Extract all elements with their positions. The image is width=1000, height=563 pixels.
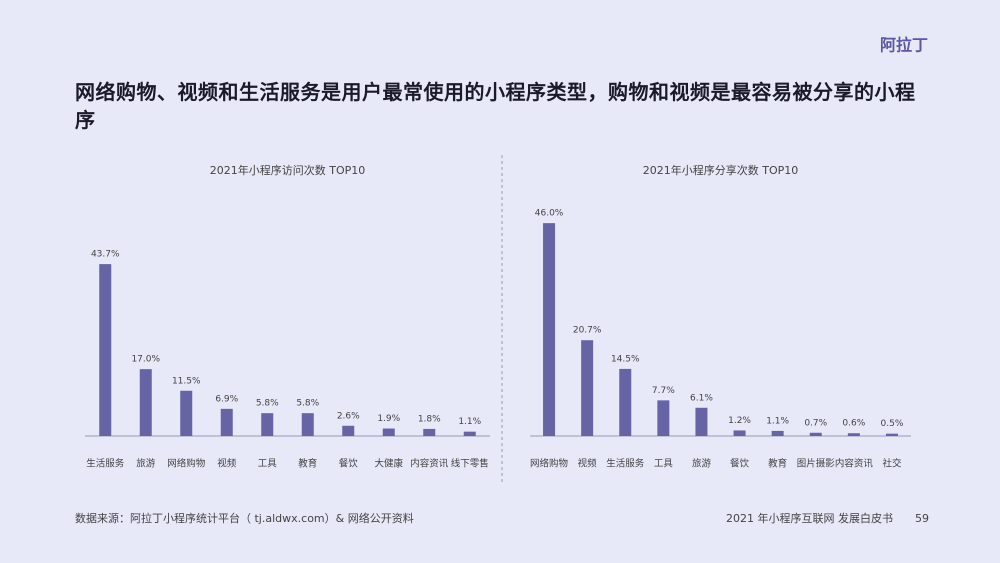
value-label: 6.9% [215,394,238,404]
x-tick-label: 餐饮 [339,458,359,470]
value-label: 1.2% [728,416,751,426]
value-label: 2.6% [337,411,360,421]
bar [543,223,556,436]
source: 数据来源：阿拉丁小程序统计平台（ tj.aldwx.com）& 网络公开资料 [75,511,414,525]
value-label: 11.5% [172,376,201,386]
bar [657,400,670,436]
value-label: 1.1% [458,417,481,427]
value-label: 1.1% [766,416,789,426]
bar [423,428,436,436]
x-tick-label: 旅游 [692,458,712,470]
x-tick-label: 内容资讯 [410,458,449,470]
x-tick-label: 旅游 [136,458,156,470]
value-label: 14.5% [611,354,640,364]
bar [885,433,898,436]
bar [733,430,746,436]
value-label: 20.7% [573,326,602,336]
value-label: 0.7% [804,418,827,428]
value-label: 0.5% [881,419,904,429]
x-tick-label: 生活服务 [86,458,125,470]
x-tick-label: 教育 [768,458,787,470]
bar [695,407,708,436]
bar [220,408,233,436]
value-label: 7.7% [652,386,675,396]
bar [847,433,860,436]
page-number: 59 [915,512,929,525]
value-label: 43.7% [91,250,120,260]
value-label: 5.8% [296,399,319,409]
chart-title: 2021年小程序访问次数 TOP10 [210,163,366,177]
logo: 阿拉丁 [880,36,928,55]
value-label: 0.6% [842,419,865,429]
bar [771,430,784,436]
bar [99,264,112,436]
x-tick-label: 网络购物 [530,458,569,470]
value-label: 1.8% [418,414,441,424]
value-label: 6.1% [690,393,713,403]
x-tick-label: 工具 [258,459,278,470]
footer: 2021 年小程序互联网 发展白皮书 [726,511,893,525]
x-tick-label: 社交 [882,458,902,470]
bar [581,340,594,436]
page-title: 网络购物、视频和生活服务是用户最常使用的小程序类型，购物和视频是最容易被分享的小… [75,80,916,132]
x-tick-label: 网络购物 [167,458,206,470]
bar [261,413,274,436]
value-label: 5.8% [256,399,279,409]
bar [342,425,355,436]
bar [809,432,822,436]
x-tick-label: 内容资讯 [835,458,874,470]
bar [463,431,476,436]
x-tick-label: 视频 [578,458,598,470]
bar [619,368,632,436]
value-label: 1.9% [377,414,400,424]
bar [301,413,314,436]
x-tick-label: 图片摄影 [797,458,836,470]
bar [139,369,152,436]
value-label: 17.0% [131,355,160,365]
x-tick-label: 餐饮 [730,458,750,470]
value-label: 46.0% [535,209,564,219]
x-tick-label: 工具 [654,459,674,470]
x-tick-label: 大健康 [374,458,403,470]
x-tick-label: 教育 [298,458,317,470]
bar [180,390,193,436]
x-tick-label: 生活服务 [606,458,645,470]
bar [382,428,395,436]
x-tick-label: 线下零售 [451,458,489,470]
x-tick-label: 视频 [217,458,237,470]
chart-title: 2021年小程序分享次数 TOP10 [643,163,799,177]
